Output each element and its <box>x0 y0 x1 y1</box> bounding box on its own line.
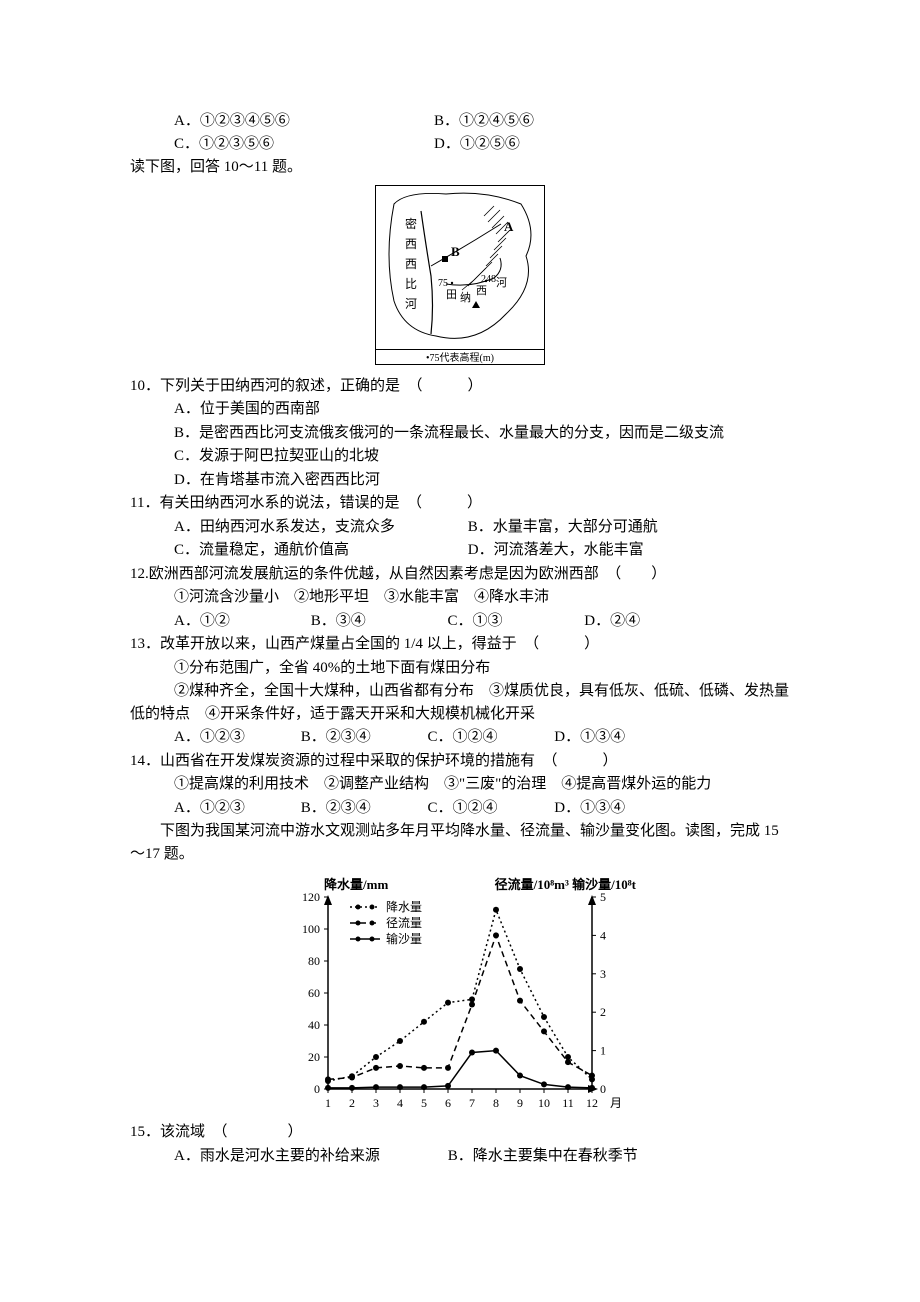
q11-optB: B．水量丰富，大部分可通航 <box>468 519 658 535</box>
q13-l2: ②煤种齐全，全国十大煤种，山西省都有分布 ③煤质优良，具有低灰、低硫、低磷、发热… <box>130 680 790 725</box>
q9-optB: B．①②④⑤⑥ <box>434 110 694 133</box>
svg-text:9: 9 <box>517 1096 523 1110</box>
q10-optB: B．是密西西比河支流俄亥俄河的一条流程最长、水量最大的分支，因而是二级支流 <box>174 422 790 445</box>
svg-text:12: 12 <box>586 1096 598 1110</box>
q14-optA: A．①②③ <box>174 797 259 820</box>
svg-text:输沙量: 输沙量 <box>386 931 422 946</box>
q9-optA: A．①②③④⑤⑥ <box>174 110 434 133</box>
q15-stem: 15．该流域 （ ） <box>130 1121 790 1144</box>
svg-text:8: 8 <box>493 1096 499 1110</box>
svg-text:3: 3 <box>600 967 606 981</box>
q12-optD: D．②④ <box>584 610 640 633</box>
svg-text:20: 20 <box>308 1050 320 1064</box>
svg-text:径流量/10⁸m³ 输沙量/10⁸t: 径流量/10⁸m³ 输沙量/10⁸t <box>495 877 637 892</box>
q9-option-row-1: A．①②③④⑤⑥ B．①②④⑤⑥ <box>174 110 790 133</box>
chart-svg: 降水量/mm 径流量/10⁸m³ 输沙量/10⁸t 0 20 40 60 80 100 120 0… <box>280 869 640 1117</box>
svg-text:5: 5 <box>421 1096 427 1110</box>
q10-optA: A．位于美国的西南部 <box>174 398 790 421</box>
svg-text:2: 2 <box>600 1005 606 1019</box>
svg-text:120: 120 <box>302 890 320 904</box>
q12-stem: 12.欧洲西部河流发展航运的条件优越，从自然因素考虑是因为欧洲西部 （ ） <box>130 563 790 586</box>
svg-text:80: 80 <box>308 954 320 968</box>
svg-text:降水量: 降水量 <box>386 900 422 914</box>
q15-optB: B．降水主要集中在春秋季节 <box>448 1148 638 1164</box>
svg-text:1: 1 <box>325 1096 331 1110</box>
q13-optB: B．②③④ <box>301 726 386 749</box>
q14-optC: C．①②④ <box>428 797 513 820</box>
svg-text:比: 比 <box>405 277 417 291</box>
svg-text:西: 西 <box>476 285 487 297</box>
hydrology-chart: 降水量/mm 径流量/10⁸m³ 输沙量/10⁸t 0 20 40 60 80 100 120 0… <box>130 869 790 1117</box>
svg-text:河: 河 <box>496 276 507 289</box>
q14-stem: 14．山西省在开发煤炭资源的过程中采取的保护环境的措施有 （ ） <box>130 750 790 773</box>
q11-row2: C．流量稳定，通航价值高 D．河流落差大，水能丰富 <box>174 539 790 562</box>
map-instruction: 读下图，回答 10～11 题。 <box>130 156 790 179</box>
q11-optD: D．河流落差大，水能丰富 <box>468 542 644 558</box>
svg-text:降水量/mm: 降水量/mm <box>324 877 388 892</box>
tennessee-map: 密 西 西 比 河 田 纳 西 河 A B 75 248 •75代表高程(m) <box>375 185 545 365</box>
q13-optD: D．①③④ <box>554 726 625 749</box>
svg-text:75: 75 <box>438 278 448 289</box>
q12-optA: A．①② <box>174 610 269 633</box>
svg-text:3: 3 <box>373 1096 379 1110</box>
q11-stem: 11．有关田纳西河水系的说法，错误的是 （ ） <box>130 492 790 515</box>
svg-text:10: 10 <box>538 1096 550 1110</box>
q15-optA: A．雨水是河水主要的补给来源 <box>174 1145 444 1168</box>
q9-optD: D．①②⑤⑥ <box>434 133 694 156</box>
svg-text:7: 7 <box>469 1096 475 1110</box>
q12-optC: C．①③ <box>448 610 543 633</box>
q13-stem: 13．改革开放以来，山西产煤量占全国的 1/4 以上，得益于 （ ） <box>130 633 790 656</box>
q9-optC: C．①②③⑤⑥ <box>174 133 434 156</box>
svg-text:A: A <box>504 219 514 234</box>
svg-text:4: 4 <box>600 928 606 942</box>
q11-optA: A．田纳西河水系发达，支流众多 <box>174 516 464 539</box>
q11-optC: C．流量稳定，通航价值高 <box>174 539 464 562</box>
svg-text:60: 60 <box>308 986 320 1000</box>
q14-optD: D．①③④ <box>554 797 625 820</box>
q13-optA: A．①②③ <box>174 726 259 749</box>
chart-intro: 下图为我国某河流中游水文观测站多年月平均降水量、径流量、输沙量变化图。读图，完成… <box>130 820 790 865</box>
q12-optB: B．③④ <box>311 610 406 633</box>
svg-text:B: B <box>451 244 460 259</box>
svg-text:径流量: 径流量 <box>386 916 422 930</box>
svg-text:密: 密 <box>405 216 417 231</box>
q14-optB: B．②③④ <box>301 797 386 820</box>
svg-text:西: 西 <box>405 257 417 271</box>
svg-text:4: 4 <box>397 1096 403 1110</box>
q10-stem: 10．下列关于田纳西河的叙述，正确的是 （ ） <box>130 375 790 398</box>
svg-text:6: 6 <box>445 1096 451 1110</box>
q13-optC: C．①②④ <box>428 726 513 749</box>
svg-text:248: 248 <box>481 274 496 285</box>
q13-options: A．①②③ B．②③④ C．①②④ D．①③④ <box>174 726 790 749</box>
q12-sub: ①河流含沙量小 ②地形平坦 ③水能丰富 ④降水丰沛 <box>174 586 790 609</box>
svg-text:5: 5 <box>600 890 606 904</box>
q13-l1: ①分布范围广，全省 40%的土地下面有煤田分布 <box>174 657 790 680</box>
map-figure: 密 西 西 比 河 田 纳 西 河 A B 75 248 •75代表高程(m) <box>130 185 790 365</box>
svg-text:40: 40 <box>308 1018 320 1032</box>
q15-row: A．雨水是河水主要的补给来源 B．降水主要集中在春秋季节 <box>174 1145 790 1168</box>
q14-options: A．①②③ B．②③④ C．①②④ D．①③④ <box>174 797 790 820</box>
svg-text:0: 0 <box>600 1082 606 1096</box>
svg-text:11: 11 <box>562 1096 574 1110</box>
q10-optD: D．在肯塔基市流入密西西比河 <box>174 469 790 492</box>
q10-optC: C．发源于阿巴拉契亚山的北坡 <box>174 445 790 468</box>
svg-text:田: 田 <box>446 289 457 301</box>
svg-text:100: 100 <box>302 922 320 936</box>
svg-text:河: 河 <box>405 297 417 311</box>
map-caption: •75代表高程(m) <box>376 349 544 366</box>
q14-sub: ①提高煤的利用技术 ②调整产业结构 ③"三废"的治理 ④提高晋煤外运的能力 <box>174 773 790 796</box>
svg-text:1: 1 <box>600 1044 606 1058</box>
q12-options: A．①② B．③④ C．①③ D．②④ <box>174 610 790 633</box>
svg-text:纳: 纳 <box>460 291 471 304</box>
svg-text:0: 0 <box>314 1082 320 1096</box>
svg-text:西: 西 <box>405 237 417 251</box>
q11-row1: A．田纳西河水系发达，支流众多 B．水量丰富，大部分可通航 <box>174 516 790 539</box>
svg-text:月: 月 <box>610 1096 622 1110</box>
q9-option-row-2: C．①②③⑤⑥ D．①②⑤⑥ <box>174 133 790 156</box>
svg-text:2: 2 <box>349 1096 355 1110</box>
